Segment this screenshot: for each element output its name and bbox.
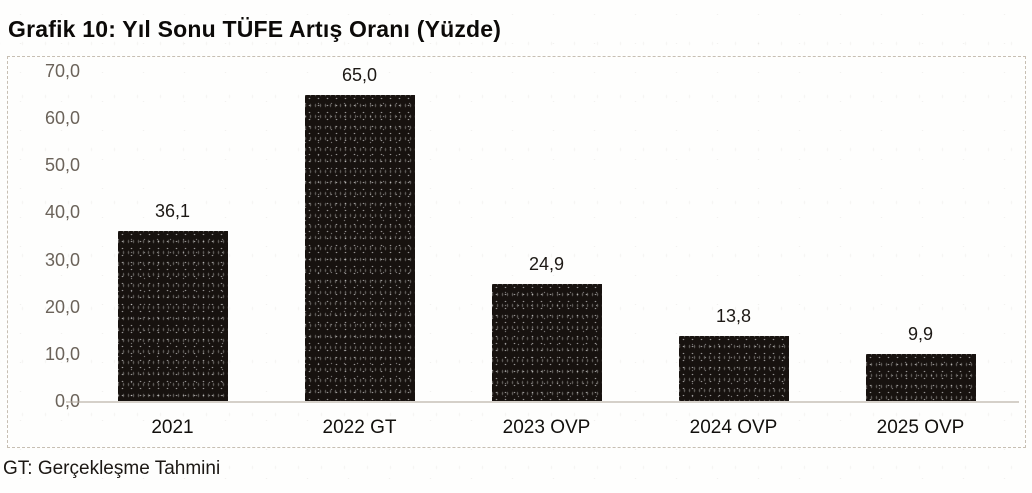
x-axis-category-label: 2022 GT bbox=[322, 417, 397, 438]
y-axis-tick-label: 40,0 bbox=[44, 202, 80, 223]
bar-column: 9,9 bbox=[827, 57, 1014, 401]
y-axis-tick-label: 30,0 bbox=[44, 249, 80, 270]
y-axis-tick-label: 50,0 bbox=[44, 155, 80, 176]
y-axis-tick-label: 20,0 bbox=[44, 296, 80, 317]
bar: 9,9 bbox=[865, 324, 976, 401]
bar: 65,0 bbox=[304, 65, 415, 401]
y-axis-tick-label: 70,0 bbox=[44, 61, 80, 81]
bar-column: 65,0 bbox=[266, 57, 453, 401]
bar-value-label: 9,9 bbox=[907, 324, 934, 344]
y-axis-tick-label: 60,0 bbox=[44, 108, 80, 129]
bar: 24,9 bbox=[491, 254, 602, 401]
chart-footnote: GT: Gerçekleşme Tahmini bbox=[3, 458, 221, 479]
x-axis-category-label: 2024 OVP bbox=[689, 417, 778, 438]
bar: 36,1 bbox=[117, 201, 228, 401]
x-axis-category-label: 2023 OVP bbox=[502, 417, 591, 438]
bar-column: 36,1 bbox=[79, 57, 266, 401]
bar-value-label: 24,9 bbox=[528, 254, 565, 274]
bar-value-label: 13,8 bbox=[715, 306, 752, 326]
chart-plot-area: 70,0 60,0 50,0 40,0 30,0 20,0 10,0 0,0 36,1 2021… bbox=[7, 56, 1026, 448]
x-axis-baseline bbox=[66, 401, 1019, 403]
bar-column: 13,8 bbox=[640, 57, 827, 401]
bar-column: 24,9 bbox=[453, 57, 640, 401]
y-axis-tick-label: 10,0 bbox=[44, 343, 80, 364]
chart-title: Grafik 10: Yıl Sonu TÜFE Artış Oranı (Yü… bbox=[8, 16, 502, 42]
x-axis-category-label: 2025 OVP bbox=[876, 417, 965, 438]
bar-value-label: 36,1 bbox=[154, 201, 191, 221]
bar-value-label: 65,0 bbox=[341, 65, 378, 85]
bar: 13,8 bbox=[678, 306, 789, 401]
x-axis-category-label: 2021 bbox=[151, 417, 194, 438]
